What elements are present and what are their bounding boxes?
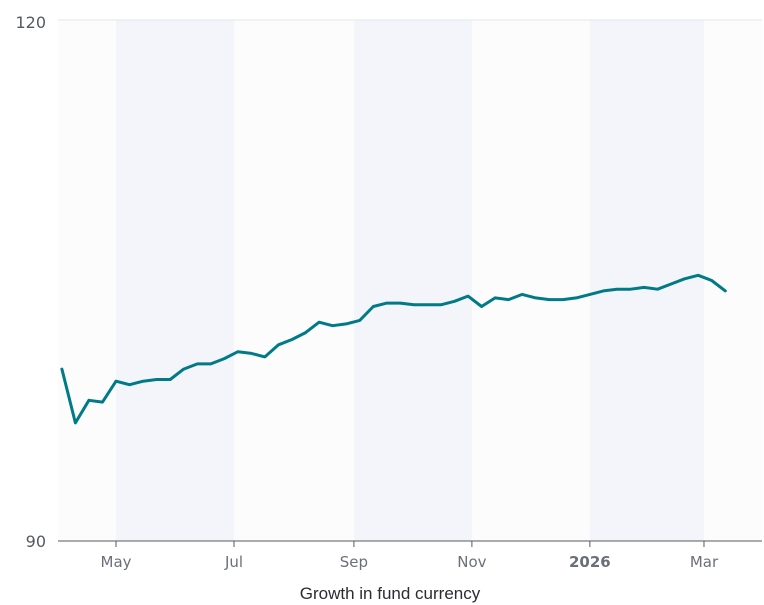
x-tick-label: May — [101, 553, 132, 571]
x-tick-label: Nov — [457, 553, 486, 571]
x-tick-label: Sep — [340, 553, 368, 571]
shaded-band-1 — [116, 20, 234, 541]
x-tick-label: Mar — [690, 553, 719, 571]
x-tick-label: 2026 — [569, 553, 611, 571]
shaded-band-2 — [353, 20, 472, 541]
series-line-growth — [60, 273, 727, 425]
x-tick-label: Jul — [224, 553, 243, 571]
y-tick-label-max: 120 — [15, 13, 46, 32]
x-tick-labels: May Jul Sep Nov 2026 Mar — [101, 553, 719, 571]
x-tick-marks — [115, 541, 705, 547]
y-tick-label-min: 90 — [26, 532, 46, 551]
shaded-band-3 — [589, 20, 704, 541]
x-axis-title: Growth in fund currency — [300, 584, 481, 603]
alternating-month-bands — [116, 20, 704, 541]
